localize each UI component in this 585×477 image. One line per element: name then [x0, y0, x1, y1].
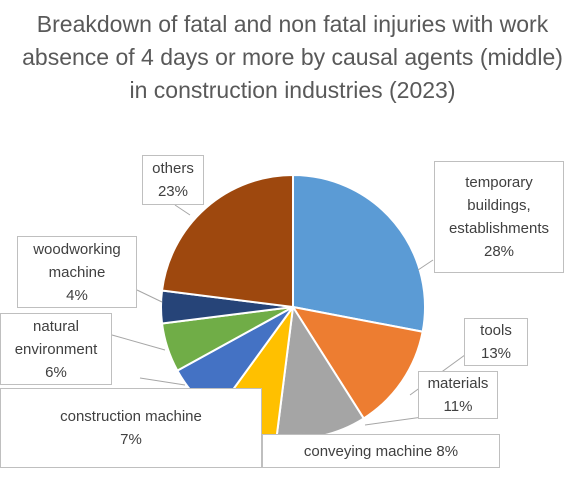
callout-label-line: temporary: [465, 174, 533, 191]
callout-label-line: materials: [427, 375, 489, 392]
callout-label: temporary buildings, establishments 28%: [434, 161, 564, 273]
leader-line: [174, 204, 191, 216]
callout-label-line: establishments: [448, 220, 550, 237]
callout-text: others 23%: [152, 157, 194, 203]
pie-slices: [160, 173, 426, 440]
callout-percent: 28%: [483, 243, 515, 260]
chart-title: Breakdown of fatal and non fatal injurie…: [22, 11, 563, 103]
callout-percent: 11%: [443, 398, 473, 415]
callout-label: tools 13%: [464, 318, 528, 366]
callout-label: materials 11%: [418, 371, 498, 419]
pie-slice: [292, 173, 426, 333]
callout-label-line: machine: [48, 263, 106, 281]
callout-label-line: woodworking: [33, 240, 121, 258]
callout-label: construction machine 7%: [0, 388, 262, 468]
leader-line: [136, 289, 163, 303]
callout-label: others 23%: [142, 155, 204, 205]
callout-text: conveying machine 8%: [304, 440, 458, 463]
callout-percent: 23%: [157, 183, 188, 200]
pie-slice: [290, 305, 424, 420]
pie-slice: [160, 173, 294, 309]
callout-label: natural environment 6%: [0, 313, 112, 385]
leader-line: [139, 377, 186, 386]
callout-label: woodworking machine 4%: [17, 236, 137, 308]
callout-label-line: others: [152, 160, 194, 177]
callout-text: tools 13%: [480, 319, 512, 365]
callout-text: woodworking machine 4%: [33, 238, 121, 307]
callout-text: natural environment 6%: [15, 315, 98, 384]
callout-percent: 7%: [120, 431, 142, 448]
callout-label: conveying machine 8%: [262, 434, 500, 468]
callout-label-line: tools: [480, 322, 512, 339]
callout-label-line: environment: [14, 340, 98, 358]
callout-percent: 13%: [480, 345, 512, 362]
callout-label-line: conveying machine 8%: [303, 442, 459, 460]
leader-line: [111, 334, 166, 351]
callout-label-line: natural: [33, 317, 79, 335]
callout-label-line: buildings,: [467, 197, 531, 214]
callout-label-line: construction machine: [60, 408, 202, 425]
callout-percent: 6%: [45, 363, 67, 381]
leader-line: [417, 259, 434, 271]
callout-text: construction machine 7%: [60, 405, 202, 451]
callout-percent: 4%: [66, 286, 88, 304]
callout-text: temporary buildings, establishments 28%: [449, 171, 549, 263]
callout-text: materials 11%: [428, 372, 489, 418]
